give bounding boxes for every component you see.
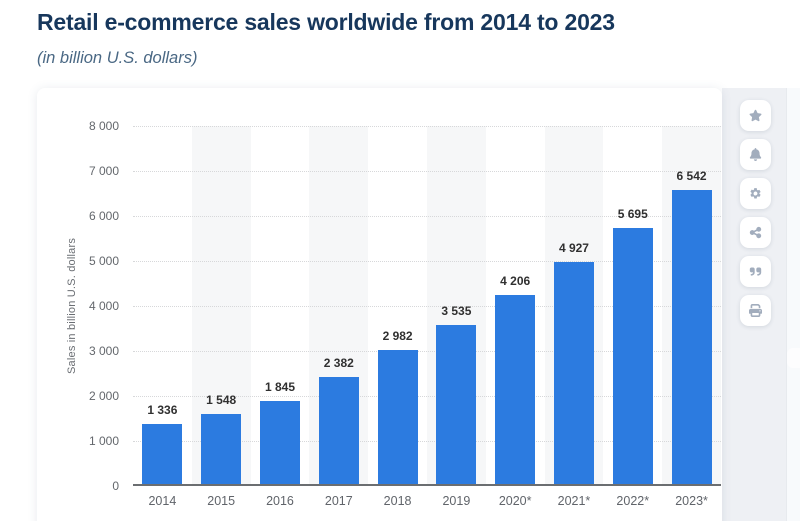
gear-icon xyxy=(749,187,762,200)
printer-icon xyxy=(749,304,762,317)
y-tick-label: 5 000 xyxy=(88,254,119,268)
bar-value-label: 4 206 xyxy=(500,273,531,288)
bell-icon xyxy=(749,148,762,161)
side-panel-edge xyxy=(786,88,800,521)
bar-value-label: 5 695 xyxy=(617,206,648,221)
bar[interactable] xyxy=(495,294,536,484)
y-tick-label: 8 000 xyxy=(88,119,119,133)
bar[interactable] xyxy=(377,349,418,484)
plot-column: 4 206 xyxy=(486,126,545,484)
y-tick-label: 7 000 xyxy=(88,164,119,178)
plot-column: 1 845 xyxy=(251,126,310,484)
y-axis-ticks: 0 1 000 2 000 3 000 4 000 5 000 6 000 7 000 8 00… xyxy=(37,119,119,493)
y-tick-label: 0 xyxy=(112,479,119,493)
bar[interactable] xyxy=(259,400,300,484)
plot-column: 1 336 xyxy=(133,126,192,484)
plot-column: 2 382 xyxy=(309,126,369,484)
bar[interactable] xyxy=(142,423,183,484)
page-header: Retail e-commerce sales worldwide from 2… xyxy=(37,7,737,68)
x-tick-label: 2015 xyxy=(207,494,236,508)
y-tick-label: 4 000 xyxy=(88,299,119,313)
bar-value-label: 1 336 xyxy=(147,402,178,417)
bar-value-label: 2 982 xyxy=(382,328,413,343)
x-tick-label: 2016 xyxy=(266,494,294,508)
x-tick-label: 2017 xyxy=(324,494,353,508)
y-tick-label: 1 000 xyxy=(88,434,119,448)
bar-value-label: 6 542 xyxy=(676,168,707,183)
favorite-button[interactable] xyxy=(740,100,771,131)
cite-button[interactable] xyxy=(740,256,771,287)
y-tick-label: 2 000 xyxy=(88,389,119,403)
bar-value-label: 1 548 xyxy=(206,393,237,408)
page-title: Retail e-commerce sales worldwide from 2… xyxy=(37,9,615,35)
side-panel-handle[interactable] xyxy=(787,348,800,368)
y-tick-label: 3 000 xyxy=(88,344,119,358)
bar[interactable] xyxy=(612,227,653,484)
share-button[interactable] xyxy=(740,217,771,248)
page-subtitle: (in billion U.S. dollars) xyxy=(37,49,198,67)
plot-area: 1 336 1 548 1 845 2 382 2 982 3 535 4 206 4 927… xyxy=(133,126,721,486)
plot-column: 2 982 xyxy=(368,126,427,484)
plot-column: 4 927 xyxy=(544,126,604,484)
plot-column: 6 542 xyxy=(662,126,721,484)
action-toolbar xyxy=(740,100,771,326)
bar[interactable] xyxy=(671,189,712,484)
print-button[interactable] xyxy=(740,295,771,326)
x-tick-label: 2020* xyxy=(498,494,532,508)
share-icon xyxy=(749,226,762,239)
plot-column: 5 695 xyxy=(603,126,662,484)
bar-value-label: 4 927 xyxy=(558,241,589,256)
settings-button[interactable] xyxy=(740,178,771,209)
x-tick-label: 2022* xyxy=(616,494,650,508)
bar-value-label: 1 845 xyxy=(264,379,295,394)
plot-column: 1 548 xyxy=(191,126,251,484)
notifications-button[interactable] xyxy=(740,139,771,170)
x-tick-label: 2021* xyxy=(557,494,591,508)
x-tick-label: 2014 xyxy=(148,494,177,508)
x-tick-label: 2019 xyxy=(442,494,471,508)
bar-value-label: 3 535 xyxy=(441,303,472,318)
star-icon xyxy=(749,109,762,122)
plot-column: 3 535 xyxy=(426,126,486,484)
x-tick-label: 2023* xyxy=(675,494,708,508)
bar[interactable] xyxy=(553,262,594,484)
bar[interactable] xyxy=(318,376,359,484)
x-tick-label: 2018 xyxy=(383,494,412,508)
x-axis-labels: 2014 2015 2016 2017 2018 2019 2020* 2021* 2022* 2… xyxy=(133,494,721,508)
bar[interactable] xyxy=(201,414,242,484)
quote-icon xyxy=(749,265,762,278)
bar-value-label: 2 382 xyxy=(323,355,354,370)
y-tick-label: 6 000 xyxy=(88,209,119,223)
bar[interactable] xyxy=(436,324,477,484)
